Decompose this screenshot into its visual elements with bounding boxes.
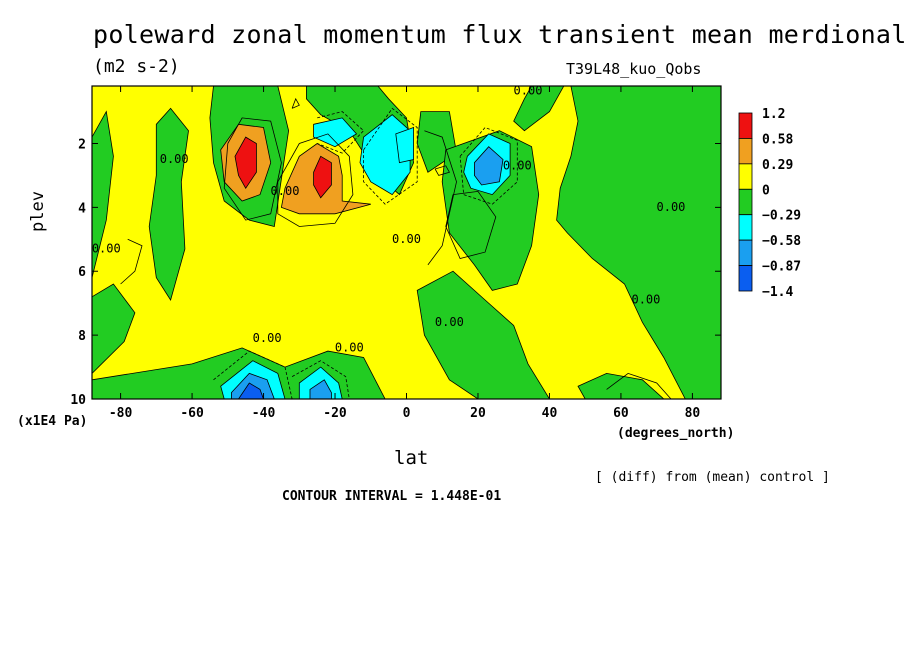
region-skyblue-20 [309, 379, 332, 399]
colorbar-label-0: 1.2 [762, 107, 785, 122]
region-cyan-14 [395, 126, 415, 164]
x-tick-label-4: 0 [403, 406, 411, 421]
colorbar-label-6: −0.87 [762, 260, 801, 275]
colorbar-swatch-2 [738, 163, 753, 190]
x-tick-label-5: 20 [470, 406, 486, 421]
contour-line-7 [606, 372, 672, 399]
x-tick-label-3: -20 [323, 406, 347, 421]
region-green-0 [513, 86, 565, 132]
colorbar-label-5: −0.58 [762, 234, 801, 249]
colorbar-label-1: 0.58 [762, 132, 793, 147]
contour-line-5 [291, 97, 300, 109]
x-tick-label-0: -80 [109, 406, 133, 421]
y-tick-label-2: 6 [78, 265, 86, 280]
contour-line-9 [363, 107, 418, 205]
colorbar-swatch-6 [738, 265, 753, 292]
contour-interval: CONTOUR INTERVAL = 1.448E-01 [282, 489, 502, 504]
contour-line-8 [317, 111, 365, 154]
x-axis: -80 -60 -40 -20 0 20 40 60 80 [109, 86, 701, 421]
contour-line-12 [291, 360, 350, 399]
y-tick-label-4: 10 [70, 393, 86, 408]
contour-line-6 [120, 238, 143, 285]
contour-label-8: 0.00 [435, 315, 464, 329]
colorbar-label-4: −0.29 [762, 209, 801, 224]
contour-line-11 [213, 350, 293, 399]
y-axis-unit: (x1E4 Pa) [17, 414, 88, 429]
x-axis-unit: (degrees_north) [617, 426, 735, 441]
x-tick-label-8: 80 [685, 406, 701, 421]
y-axis: 2 4 6 8 10 [70, 137, 721, 408]
contour-label-2: 0.00 [92, 241, 121, 255]
contour-lines [120, 97, 672, 399]
y-tick-label-3: 8 [78, 329, 86, 344]
diff-note: [ (diff) from (mean) control ] [595, 470, 830, 485]
x-tick-label-7: 60 [613, 406, 629, 421]
contour-line-2 [424, 130, 457, 266]
contour-labels: 0.00 0.00 0.00 0.00 0.00 0.00 0.00 0.00 0.00 0.00… [92, 83, 686, 354]
filled-regions [92, 86, 721, 399]
y-tick-label-0: 2 [78, 137, 86, 152]
contour-label-0: 0.00 [514, 83, 543, 97]
contour-label-5: 0.00 [503, 158, 532, 172]
contour-label-9: 0.00 [253, 331, 282, 345]
chart-title: poleward zonal momentum flux transient m… [93, 20, 904, 49]
colorbar-label-2: 0.29 [762, 158, 793, 173]
region-green-10 [416, 270, 550, 399]
x-tick-label-2: -40 [252, 406, 276, 421]
contour-line-1 [277, 133, 354, 227]
contour-label-3: 0.00 [271, 184, 300, 198]
region-cyan-12 [313, 117, 358, 148]
colorbar-swatch-4 [738, 214, 753, 241]
colorbar-swatch-0 [738, 112, 753, 139]
colorbar-label-3: 0 [762, 183, 770, 198]
region-green-11 [577, 372, 665, 399]
colorbar-label-7: −1.4 [762, 285, 793, 300]
region-green-3 [92, 283, 136, 374]
contour-label-4: 0.00 [392, 232, 421, 246]
region-red-25 [313, 155, 332, 199]
colorbar-swatch-1 [738, 138, 753, 165]
x-axis-label: lat [394, 447, 429, 469]
chart-units: (m2 s-2) [93, 56, 180, 77]
x-tick-label-6: 40 [542, 406, 558, 421]
region-blue-21 [238, 382, 264, 399]
y-tick-label-1: 4 [78, 201, 86, 216]
contour-line-4 [434, 165, 450, 176]
region-green-2 [148, 107, 189, 301]
colorbar-swatch-5 [738, 239, 753, 266]
contour-label-1: 0.00 [160, 152, 189, 166]
colorbar-swatch-3 [738, 188, 753, 216]
run-label: T39L48_kuo_Qobs [566, 60, 702, 78]
region-green-8 [556, 86, 721, 399]
contour-line-3 [445, 190, 497, 259]
region-skyblue-18 [473, 146, 504, 186]
region-green-1 [92, 110, 114, 278]
contour-label-6: 0.00 [657, 200, 686, 214]
contour-line-0 [223, 117, 282, 221]
x-tick-label-1: -60 [180, 406, 204, 421]
contour-label-10: 0.00 [335, 340, 364, 354]
colorbar: 1.2 0.58 0.29 0 −0.29 −0.58 −0.87 −1.4 [738, 107, 801, 300]
contour-label-7: 0.00 [631, 292, 660, 306]
region-red-24 [234, 136, 257, 189]
